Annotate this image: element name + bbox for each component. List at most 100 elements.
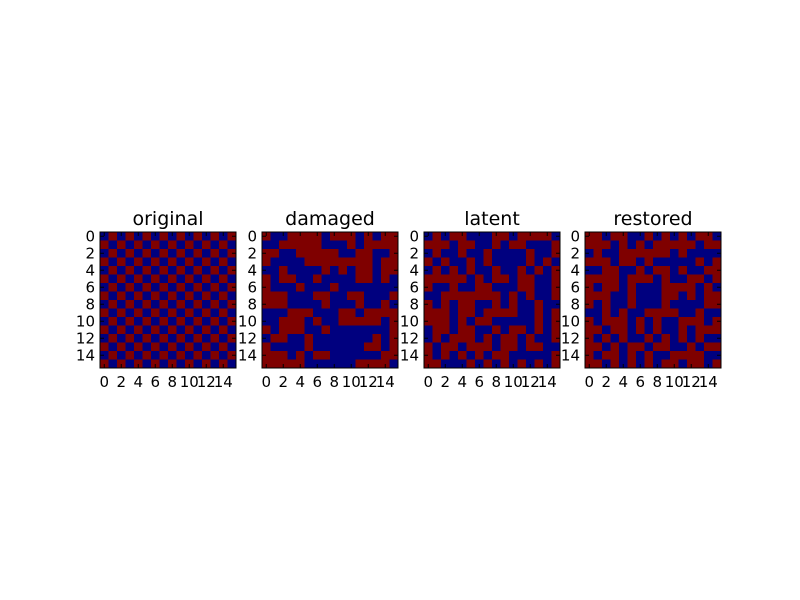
heatmap-cell	[543, 351, 552, 360]
heatmap-cell	[381, 232, 390, 241]
heatmap-cell	[704, 232, 713, 241]
heatmap-cell	[466, 334, 476, 343]
heatmap-cell	[526, 232, 535, 241]
heatmap-cell	[108, 283, 118, 292]
heatmap-cell	[661, 359, 671, 369]
heatmap-cell	[151, 249, 160, 258]
heatmap-cell	[466, 274, 476, 284]
heatmap-cell	[279, 342, 288, 352]
heatmap-cell	[441, 359, 450, 369]
heatmap-cell	[619, 240, 628, 250]
heatmap-cell	[695, 249, 705, 258]
x-tick-label: 0	[261, 373, 271, 391]
heatmap-cell	[602, 283, 611, 292]
heatmap-cell	[492, 274, 501, 284]
heatmap-cell	[296, 240, 305, 250]
heatmap-cell	[227, 266, 237, 275]
heatmap-cell	[125, 232, 135, 241]
heatmap-cell	[304, 359, 314, 369]
heatmap-cell	[330, 317, 339, 326]
heatmap-cell	[687, 283, 696, 292]
heatmap-cell	[159, 334, 169, 343]
heatmap-cell	[636, 317, 645, 326]
heatmap-cell	[279, 240, 288, 250]
heatmap-cell	[287, 257, 297, 267]
heatmap-cell	[619, 308, 628, 318]
heatmap-cell	[142, 351, 152, 360]
heatmap-cell	[108, 240, 118, 250]
heatmap-cell	[517, 291, 527, 301]
heatmap-cell	[389, 257, 399, 267]
heatmap-cell	[389, 300, 399, 309]
heatmap-cell	[330, 291, 339, 301]
heatmap-cell	[372, 232, 382, 241]
heatmap-cell	[627, 274, 637, 284]
heatmap-cell	[432, 334, 442, 343]
heatmap-cell	[202, 232, 211, 241]
heatmap-cell	[483, 300, 493, 309]
heatmap-cell	[526, 308, 535, 318]
heatmap-cell	[108, 300, 118, 309]
heatmap-cell	[151, 351, 160, 360]
heatmap-cell	[509, 274, 518, 284]
heatmap-cell	[466, 249, 476, 258]
heatmap-cell	[168, 300, 177, 309]
heatmap-cell	[185, 274, 194, 284]
heatmap-cell	[279, 291, 288, 301]
heatmap-cell	[687, 274, 696, 284]
heatmap-cell	[279, 359, 288, 369]
heatmap-cell	[475, 274, 484, 284]
heatmap-cell	[458, 300, 467, 309]
heatmap-cell	[432, 283, 442, 292]
heatmap-cell	[704, 283, 713, 292]
heatmap-cell	[424, 266, 433, 275]
heatmap-cell	[475, 300, 484, 309]
heatmap-cell	[364, 359, 373, 369]
heatmap-cell	[432, 274, 442, 284]
y-tick-label: 0	[570, 227, 580, 245]
heatmap-cell	[593, 351, 603, 360]
heatmap-cell	[338, 274, 348, 284]
heatmap-cell	[330, 325, 339, 335]
heatmap-cell	[202, 342, 211, 352]
heatmap-cell	[313, 300, 322, 309]
heatmap-cell	[424, 351, 433, 360]
heatmap-cell	[509, 266, 518, 275]
heatmap-cell	[593, 240, 603, 250]
heatmap-cell	[117, 308, 126, 318]
heatmap-cell	[347, 232, 356, 241]
y-tick-label: 12	[76, 329, 95, 347]
heatmap-cell	[458, 257, 467, 267]
heatmap-cell	[644, 274, 654, 284]
heatmap-cell	[219, 359, 228, 369]
heatmap-cell	[125, 325, 135, 335]
heatmap-cell	[338, 359, 348, 369]
heatmap-cell	[287, 342, 297, 352]
heatmap-cell	[644, 300, 654, 309]
heatmap-cell	[687, 232, 696, 241]
heatmap-cell	[653, 283, 662, 292]
heatmap-cell	[585, 308, 594, 318]
heatmap-cell	[125, 291, 135, 301]
heatmap-cell	[602, 325, 611, 335]
heatmap-cell	[151, 257, 160, 267]
y-tick-label: 14	[238, 346, 257, 364]
heatmap-cell	[117, 257, 126, 267]
heatmap-cell	[142, 274, 152, 284]
heatmap-cell	[678, 325, 688, 335]
heatmap-cell	[193, 317, 203, 326]
heatmap-cell	[296, 283, 305, 292]
heatmap-cell	[372, 308, 382, 318]
heatmap-cell	[100, 334, 109, 343]
heatmap-cell	[134, 334, 143, 343]
y-tick-label: 10	[400, 312, 419, 330]
heatmap-cell	[304, 342, 314, 352]
heatmap-cell	[125, 257, 135, 267]
heatmap-cell	[227, 232, 237, 241]
heatmap-cell	[262, 257, 271, 267]
heatmap-cell	[678, 274, 688, 284]
heatmap-cell	[653, 266, 662, 275]
heatmap-cell	[176, 240, 186, 250]
heatmap-cell	[602, 249, 611, 258]
heatmap-cell	[534, 249, 544, 258]
